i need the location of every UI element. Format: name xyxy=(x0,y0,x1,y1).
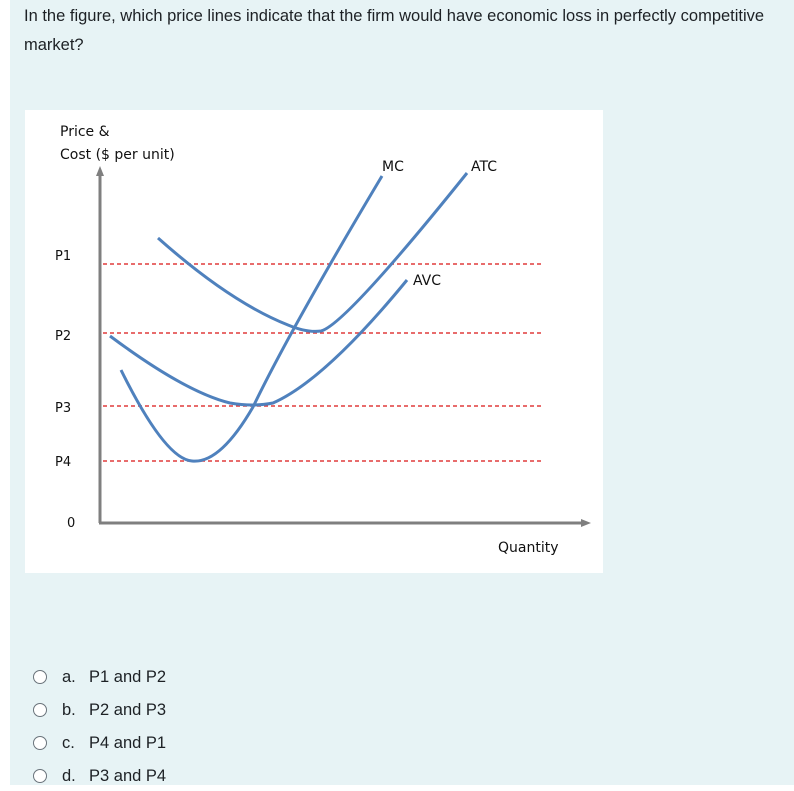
y-axis-label-line1: Price & xyxy=(60,124,110,140)
question-text: In the figure, which price lines indicat… xyxy=(24,7,765,54)
answer-option-b[interactable]: b. P2 and P3 xyxy=(33,695,253,725)
cost-curves-figure: Price & Cost ($ per unit) P1 P2 P3 P4 0 … xyxy=(25,110,603,573)
x-axis-label: Quantity xyxy=(498,540,559,556)
x-axis-arrow xyxy=(581,519,591,527)
answer-text: P1 and P2 xyxy=(89,667,167,686)
atc-label: ATC xyxy=(471,159,497,175)
avc-curve xyxy=(109,279,409,407)
y-axis-arrow xyxy=(96,166,104,176)
cost-curves-svg: Price & Cost ($ per unit) P1 P2 P3 P4 0 … xyxy=(55,124,591,556)
answer-letter: b. xyxy=(62,700,76,719)
price-label-p1: P1 xyxy=(55,249,71,264)
price-label-p4: P4 xyxy=(55,455,71,470)
atc-curve xyxy=(157,172,469,333)
y-axis-label-line2: Cost ($ per unit) xyxy=(60,147,175,163)
radio-button[interactable] xyxy=(33,736,47,750)
answer-letter: a. xyxy=(62,667,76,686)
price-label-p2: P2 xyxy=(55,329,71,344)
answer-letter: c. xyxy=(62,733,75,752)
radio-button[interactable] xyxy=(33,703,47,717)
answer-text: P2 and P3 xyxy=(89,700,167,719)
mc-curve xyxy=(119,175,384,463)
price-label-p3: P3 xyxy=(55,401,71,416)
answer-option-d[interactable]: d. P3 and P4 xyxy=(33,761,253,791)
radio-button[interactable] xyxy=(33,670,47,684)
answer-option-a[interactable]: a. P1 and P2 xyxy=(33,662,253,692)
answer-text: P4 and P1 xyxy=(89,733,167,752)
answer-text: P3 and P4 xyxy=(89,766,167,785)
origin-label: 0 xyxy=(67,516,75,531)
radio-button[interactable] xyxy=(33,769,47,783)
answer-letter: d. xyxy=(62,766,76,785)
avc-label: AVC xyxy=(413,273,441,289)
mc-label: MC xyxy=(382,159,404,175)
answer-option-c[interactable]: c. P4 and P1 xyxy=(33,728,253,758)
